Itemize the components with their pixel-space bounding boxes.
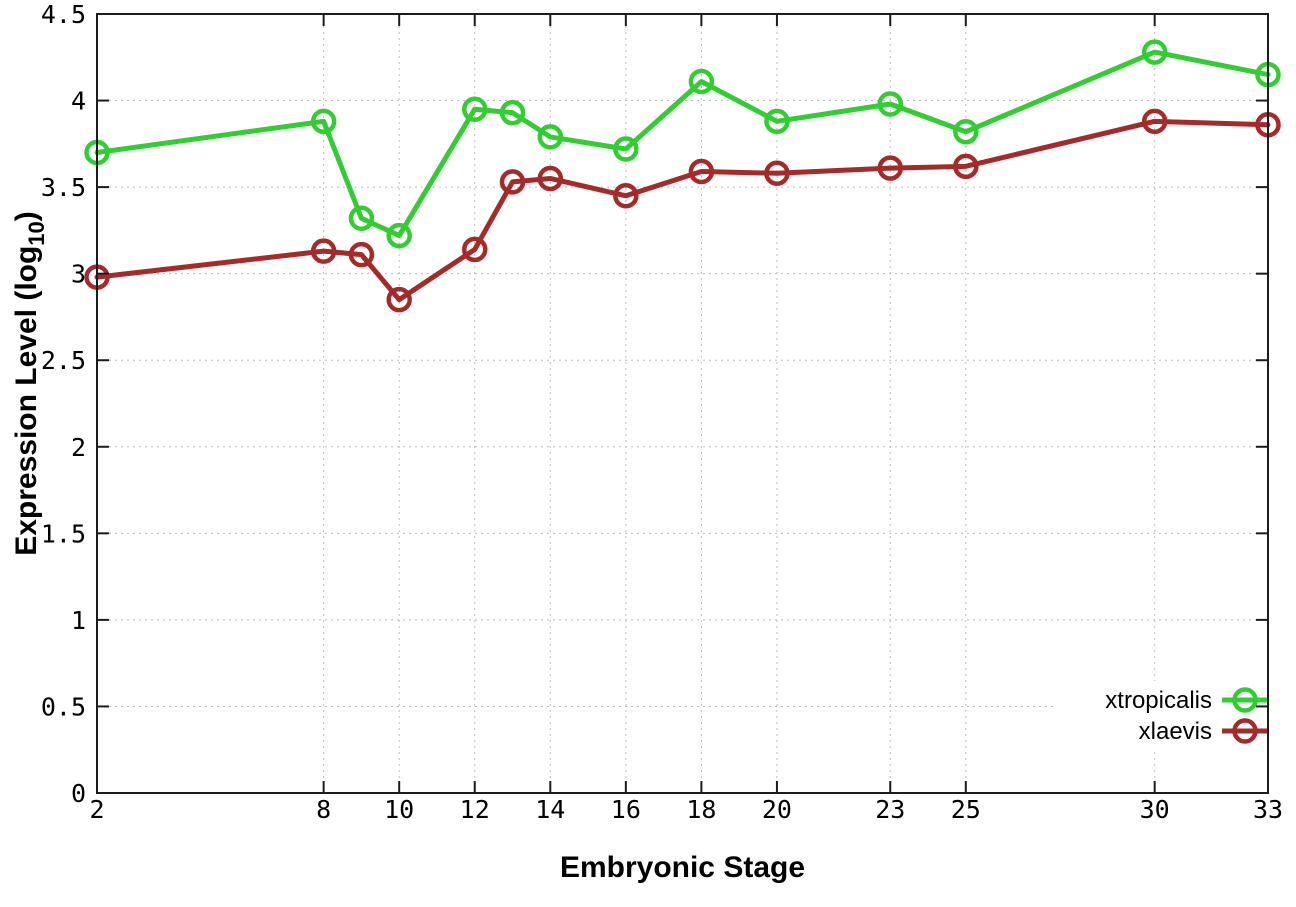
y-tick-label: 4.5 — [41, 0, 86, 29]
data-point-marker — [688, 68, 715, 95]
tick-labels: 2 8 10 12 14 16 18 20 23 25 30 33 0 0.5 1 1.5 2 2.5 3 3.5 4 4… — [41, 0, 1283, 824]
data-point-marker — [764, 160, 790, 187]
data-point-marker — [310, 108, 337, 135]
y-tick-label: 0 — [71, 779, 86, 808]
legend-box — [1056, 681, 1282, 749]
plot-border — [96, 13, 1269, 794]
y-axis-title: Expression Level (log10) — [10, 211, 49, 556]
data-point-marker — [688, 158, 715, 185]
y-tick-label: 3.5 — [41, 173, 86, 202]
data-point-marker — [461, 236, 488, 263]
series-line-xtropicalis — [94, 49, 1271, 239]
data-point-marker — [348, 241, 375, 268]
data-point-marker — [499, 169, 526, 195]
x-tick-label: 23 — [875, 795, 905, 824]
data-point-marker — [537, 124, 564, 150]
y-tick-label: 2 — [71, 433, 86, 462]
data-point-marker — [877, 155, 904, 181]
tick-marks — [96, 13, 1269, 794]
data-point-marker — [1141, 39, 1168, 65]
x-tick-label: 33 — [1253, 795, 1283, 824]
legend-entry-xtropicalis: xtropicalis — [1105, 687, 1268, 714]
x-axis-title: Embryonic Stage — [560, 851, 805, 884]
x-tick-label: 8 — [316, 795, 331, 824]
legend-sample-marker — [1232, 687, 1258, 713]
y-tick-label: 3 — [71, 260, 86, 289]
series-xlaevis — [84, 108, 1281, 313]
data-point-marker — [348, 205, 375, 232]
legend: xtropicalis xlaevis — [1056, 681, 1282, 749]
legend-label-xlaevis: xlaevis — [1139, 718, 1212, 745]
data-point-marker — [310, 238, 337, 264]
data-point-marker — [764, 108, 790, 135]
x-tick-label: 12 — [460, 795, 490, 824]
legend-label-xtropicalis: xtropicalis — [1105, 687, 1212, 714]
legend-sample-marker — [1232, 718, 1258, 744]
data-point-marker — [461, 96, 488, 122]
y-tick-label: 4 — [71, 87, 86, 116]
x-tick-label: 2 — [89, 795, 104, 824]
data-point-marker — [499, 99, 526, 126]
x-tick-label: 14 — [535, 795, 565, 824]
x-tick-label: 25 — [951, 795, 981, 824]
x-tick-label: 20 — [762, 795, 792, 824]
y-tick-label: 1 — [71, 606, 86, 635]
data-point-marker — [537, 165, 564, 192]
data-point-marker — [613, 183, 639, 209]
x-tick-label: 30 — [1140, 795, 1170, 824]
data-point-marker — [1141, 108, 1168, 135]
legend-entry-xlaevis: xlaevis — [1139, 718, 1268, 745]
data-point-marker — [877, 91, 904, 117]
grid-lines — [97, 14, 1268, 793]
data-point-marker — [386, 222, 412, 249]
x-tick-label: 18 — [686, 795, 716, 824]
data-point-marker — [613, 136, 639, 162]
data-point-marker — [953, 118, 979, 145]
x-tick-label: 10 — [384, 795, 414, 824]
x-tick-label: 16 — [611, 795, 641, 824]
y-tick-label: 0.5 — [41, 692, 86, 721]
series-xtropicalis — [84, 39, 1281, 249]
y-tick-label: 1.5 — [41, 519, 86, 548]
y-tick-label: 2.5 — [41, 346, 86, 375]
data-point-marker — [953, 153, 979, 180]
data-point-marker — [386, 286, 412, 313]
